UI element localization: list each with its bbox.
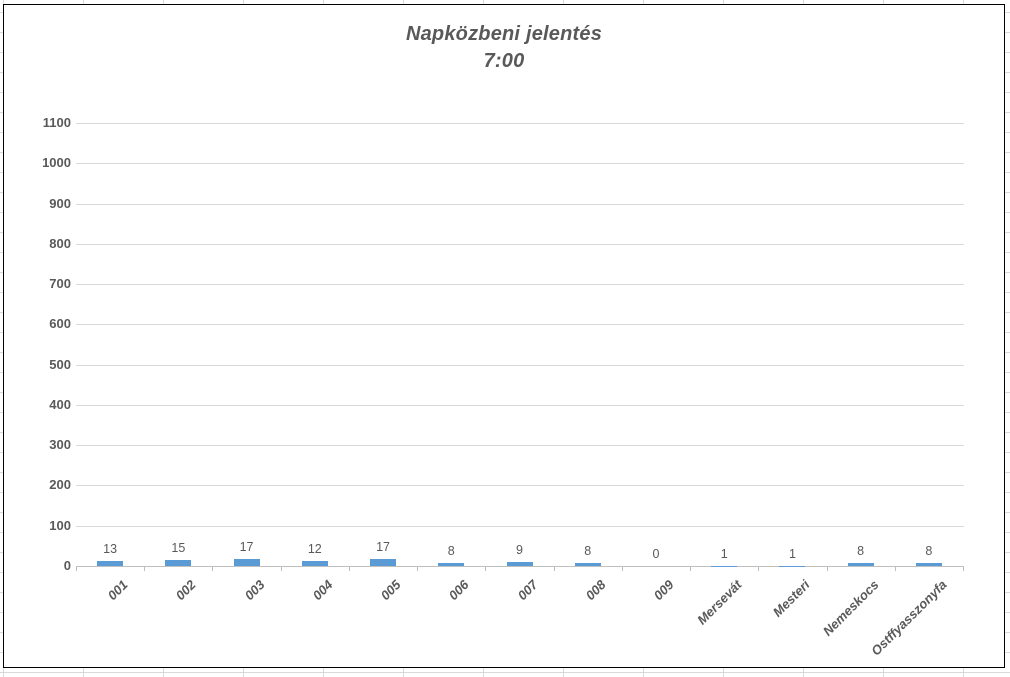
bar[interactable] — [97, 560, 124, 566]
chart-subtitle-text: 7:00 — [483, 50, 525, 72]
bar-value-label: 17 — [239, 540, 254, 555]
x-axis-line — [76, 566, 964, 567]
bar-value-label: 13 — [103, 541, 118, 556]
x-axis-tick — [144, 566, 146, 571]
horizontal-gridline — [76, 243, 964, 245]
bar-value-label: 17 — [376, 540, 390, 555]
horizontal-gridline — [76, 445, 964, 447]
x-axis-tick — [76, 566, 77, 571]
bar-value-label: 8 — [447, 543, 455, 558]
horizontal-gridline — [76, 525, 964, 527]
x-axis-tick — [690, 566, 692, 571]
y-axis-tick-label: 800 — [49, 235, 71, 251]
bar-value-label: 1 — [788, 546, 796, 561]
y-axis-tick-label: 200 — [49, 477, 71, 493]
x-axis-tick — [212, 566, 214, 571]
bar-value-label: 0 — [652, 547, 660, 561]
bar[interactable] — [847, 562, 874, 566]
y-axis-tick-label: 100 — [49, 517, 71, 533]
y-axis-tick-label: 900 — [49, 195, 71, 211]
bar[interactable] — [165, 559, 192, 566]
x-axis-tick — [485, 566, 487, 571]
horizontal-gridline — [76, 203, 964, 205]
bar[interactable] — [233, 559, 260, 566]
chart-title-text: Napközbeni jelentés — [405, 23, 603, 45]
x-axis-tick — [621, 566, 623, 571]
bar-value-label: 12 — [307, 542, 322, 557]
bar-value-label: 8 — [584, 543, 592, 558]
y-axis-tick-label: 500 — [49, 356, 71, 372]
bar-value-label: 15 — [171, 540, 186, 555]
x-axis-tick — [417, 566, 419, 571]
x-axis-tick — [553, 566, 555, 571]
y-axis-tick-label: 1100 — [42, 115, 71, 130]
horizontal-gridline — [76, 284, 964, 286]
x-axis-tick — [894, 566, 896, 571]
x-axis-tick — [348, 566, 350, 571]
y-axis-tick-label: 400 — [49, 396, 71, 412]
bar[interactable] — [506, 562, 533, 566]
bar-value-label: 9 — [516, 543, 523, 558]
chart-title: Napközbeni jelentés 7:00 — [4, 21, 1004, 75]
y-axis-tick-label: 300 — [49, 437, 71, 453]
bar[interactable] — [574, 562, 601, 566]
bar[interactable] — [711, 565, 738, 567]
bar-value-label: 8 — [925, 543, 933, 558]
chart-object[interactable]: Napközbeni jelentés 7:00 0 100 200 300 400 50… — [3, 4, 1005, 668]
bar-value-label: 1 — [720, 546, 728, 561]
y-axis-tick-label: 0 — [63, 558, 71, 573]
y-axis-tick-label: 700 — [49, 276, 71, 292]
bar[interactable] — [438, 562, 465, 566]
bar[interactable] — [301, 561, 328, 566]
horizontal-gridline — [76, 364, 964, 366]
horizontal-gridline — [76, 123, 964, 124]
y-axis-tick-label: 600 — [49, 316, 71, 332]
x-axis-tick — [963, 566, 964, 571]
bar-value-label: 8 — [857, 543, 865, 558]
horizontal-gridline — [76, 324, 964, 326]
x-axis-tick — [280, 566, 282, 571]
x-axis-tick — [826, 566, 828, 571]
y-axis-tick-label: 1000 — [42, 155, 71, 171]
x-axis-tick — [758, 566, 760, 571]
horizontal-gridline — [76, 485, 964, 487]
bar[interactable] — [370, 559, 397, 566]
bar[interactable] — [779, 565, 806, 567]
horizontal-gridline — [76, 404, 964, 406]
horizontal-gridline — [76, 163, 964, 165]
bar[interactable] — [915, 562, 942, 566]
